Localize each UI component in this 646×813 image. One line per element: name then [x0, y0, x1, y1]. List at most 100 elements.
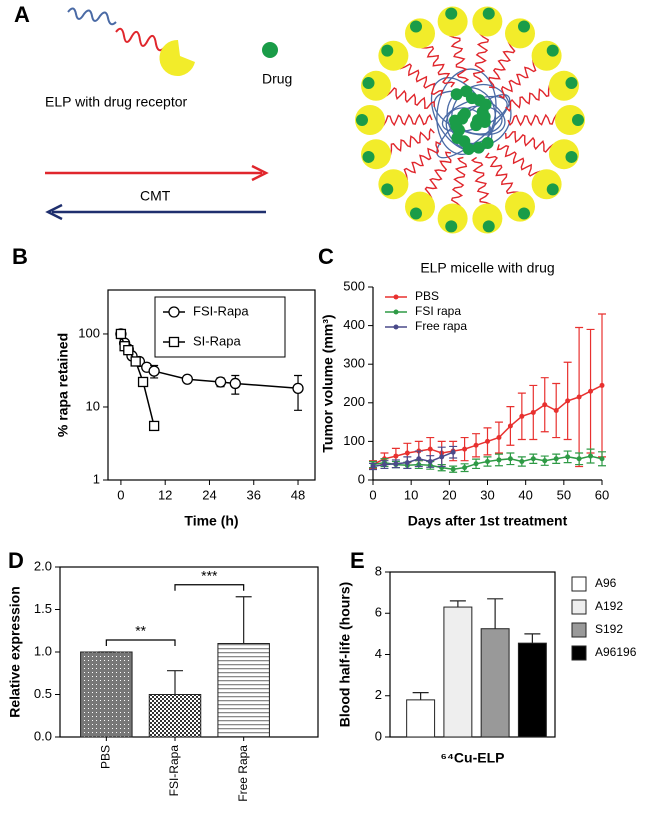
- legend-label: A96196: [595, 645, 637, 659]
- y-tick-label: 200: [343, 394, 365, 409]
- shell-chain: [385, 87, 435, 110]
- y-tick-label: 10: [86, 398, 100, 413]
- plot-frame: [389, 571, 556, 738]
- bound-drug: [482, 220, 495, 233]
- x-axis-label: Time (h): [184, 513, 238, 529]
- marker: [496, 457, 502, 463]
- legend-swatch: [571, 622, 587, 638]
- y-tick-label: 400: [343, 317, 365, 332]
- receptor: [472, 6, 503, 37]
- panel-label: D: [8, 548, 24, 573]
- marker: [462, 465, 468, 471]
- bound-drug: [410, 207, 422, 220]
- legend-swatch: [571, 599, 587, 615]
- error-bar: [412, 692, 429, 700]
- y-tick-label: 500: [343, 278, 365, 293]
- core-drug: [460, 85, 473, 98]
- receptor: [555, 105, 585, 135]
- bound-drug: [546, 183, 559, 196]
- core-drug: [449, 114, 462, 127]
- legend-label: FSI-Rapa: [193, 303, 249, 318]
- marker: [530, 409, 536, 415]
- marker: [130, 356, 141, 367]
- y-axis-label: Tumor volume (mm³): [320, 314, 336, 452]
- marker: [137, 376, 149, 388]
- bound-drug: [362, 77, 375, 90]
- panel-a: A Drug ELP with drug receptor CMT: [14, 2, 585, 234]
- shell-chain: [472, 32, 490, 84]
- x-tick-label: Free Rapa: [236, 745, 250, 802]
- marker: [530, 456, 536, 462]
- x-tick-label: 10: [404, 487, 418, 502]
- marker: [588, 388, 594, 394]
- x-tick-label: 30: [480, 487, 494, 502]
- y-tick-label: 1: [93, 471, 100, 486]
- bar: [406, 699, 436, 738]
- marker: [496, 435, 502, 441]
- legend-label: Free rapa: [415, 319, 467, 333]
- marker: [565, 454, 571, 460]
- x-tick-label: 20: [442, 487, 456, 502]
- panel-label: E: [350, 548, 365, 573]
- x-tick-label: 48: [291, 487, 305, 502]
- bar: [480, 628, 510, 738]
- shell-chain: [498, 59, 538, 99]
- bar: [148, 694, 202, 738]
- marker: [404, 450, 410, 456]
- marker: [450, 449, 456, 455]
- core-drug: [481, 137, 494, 150]
- shell-chain: [470, 156, 492, 208]
- marker: [519, 413, 525, 419]
- marker: [553, 456, 559, 462]
- shell-chain: [450, 156, 468, 208]
- y-tick-label: 0.5: [34, 686, 52, 701]
- shell-chain: [399, 63, 444, 96]
- arrowhead: [45, 203, 63, 221]
- drug-label: Drug: [262, 71, 292, 87]
- bound-drug: [546, 44, 559, 57]
- shell-chain: [505, 84, 554, 113]
- significance-bracket: [105, 639, 176, 646]
- core-drug: [451, 131, 464, 144]
- y-axis-label: % rapa retained: [55, 333, 71, 437]
- panel-label: A: [14, 2, 30, 27]
- legend-marker: [393, 309, 399, 315]
- marker: [115, 328, 127, 340]
- shell-chain: [380, 113, 433, 127]
- significance-label: ***: [201, 567, 218, 583]
- x-tick-label: PBS: [99, 745, 113, 769]
- plot-frame: [107, 289, 316, 481]
- receptor: [378, 169, 409, 200]
- legend-label: S192: [595, 622, 623, 636]
- micelle: [355, 6, 585, 234]
- shell-chain: [402, 141, 442, 181]
- marker: [542, 402, 548, 408]
- marker: [439, 454, 445, 460]
- core-drug: [472, 141, 485, 154]
- marker: [181, 373, 193, 385]
- significance-label: **: [135, 623, 146, 639]
- bar: [217, 643, 270, 738]
- receptor: [378, 40, 409, 71]
- hydrophobic-block: [67, 7, 117, 26]
- legend-marker: [168, 336, 180, 348]
- bar: [80, 651, 133, 738]
- marker: [214, 376, 227, 388]
- x-axis-label: ⁶⁴Cu-ELP: [441, 750, 505, 766]
- x-tick-label: 24: [202, 487, 216, 502]
- shell-chain: [484, 152, 519, 197]
- bar: [443, 606, 473, 738]
- marker: [123, 345, 134, 356]
- x-tick-label: 60: [595, 487, 609, 502]
- legend-swatch: [571, 645, 587, 661]
- bound-drug: [518, 20, 530, 33]
- error-bar: [524, 633, 541, 644]
- shell-chain: [505, 130, 555, 153]
- y-tick-label: 0: [375, 728, 382, 743]
- shell-chain: [496, 144, 541, 177]
- panel-label: B: [12, 244, 28, 269]
- marker: [148, 420, 160, 432]
- legend-marker: [168, 306, 180, 318]
- bound-drug: [381, 44, 394, 57]
- marker: [416, 456, 422, 462]
